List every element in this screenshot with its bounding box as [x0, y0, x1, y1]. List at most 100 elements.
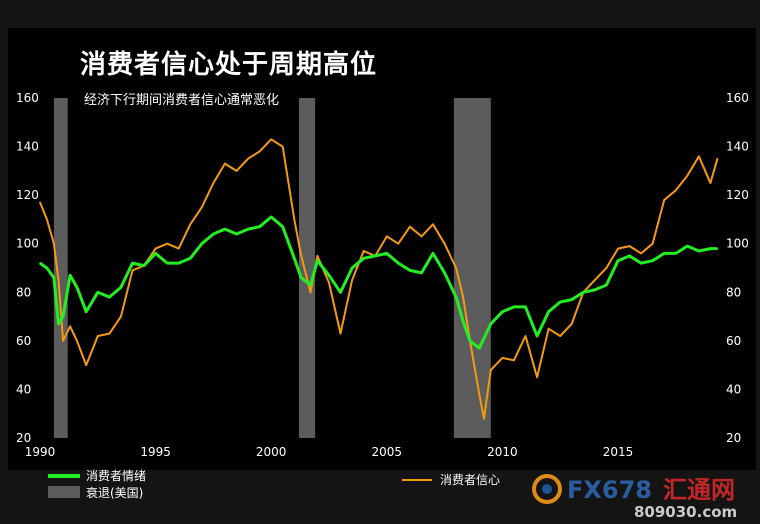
plot-background — [8, 28, 756, 470]
confidence-point — [300, 255, 303, 257]
sentiment-point — [478, 347, 481, 349]
sentiment-point — [177, 262, 180, 264]
confidence-point — [351, 279, 353, 281]
confidence-point — [85, 364, 87, 366]
sentiment-point — [455, 296, 457, 298]
sentiment-point — [640, 262, 642, 264]
fx678-logo-icon — [532, 474, 562, 504]
sentiment-point — [513, 306, 515, 308]
chart-subtitle: 经济下行期间消费者信心通常恶化 — [84, 93, 280, 108]
sentiment-point — [293, 257, 296, 260]
confidence-point — [177, 247, 180, 250]
confidence-point — [316, 255, 319, 257]
sentiment-point — [582, 291, 585, 294]
sentiment-point — [420, 272, 423, 274]
sentiment-point — [443, 272, 446, 274]
confidence-point — [309, 291, 312, 294]
sentiment-point — [309, 284, 312, 286]
watermark-site: 809030.com — [634, 503, 737, 521]
confidence-point — [651, 242, 654, 245]
confidence-point — [462, 296, 464, 298]
sentiment-point — [53, 276, 55, 279]
sentiment-point — [628, 255, 631, 257]
sentiment-point — [397, 262, 400, 264]
confidence-point — [524, 335, 527, 337]
sentiment-point — [501, 310, 504, 313]
y-tick-left-20: 20 — [16, 431, 31, 445]
sentiment-point — [108, 296, 111, 298]
confidence-point — [108, 332, 111, 335]
confidence-point — [483, 417, 485, 420]
sentiment-point — [247, 228, 249, 230]
sentiment-point — [547, 310, 550, 313]
confidence-point — [189, 223, 192, 226]
confidence-point — [258, 150, 261, 153]
confidence-point — [420, 235, 423, 238]
confidence-point — [547, 327, 550, 330]
sentiment-point — [270, 216, 273, 218]
confidence-point — [293, 218, 296, 221]
y-tick-left-40: 40 — [16, 382, 31, 396]
sentiment-point — [120, 286, 122, 289]
sentiment-point — [698, 250, 700, 252]
confidence-point — [594, 279, 596, 281]
chart-title: 消费者信心处于周期高位 — [80, 50, 378, 80]
sentiment-point — [97, 291, 99, 294]
confidence-point — [201, 206, 203, 209]
sentiment-point — [716, 247, 719, 250]
sentiment-point — [617, 259, 619, 262]
confidence-point — [328, 281, 330, 284]
sentiment-point — [131, 262, 134, 264]
sentiment-point — [490, 323, 492, 325]
sentiment-point — [374, 255, 377, 257]
confidence-point — [478, 393, 481, 396]
confidence-point — [716, 157, 719, 160]
y-tick-left-160: 160 — [16, 91, 39, 105]
confidence-point — [501, 357, 504, 359]
sentiment-point — [594, 289, 596, 291]
sentiment-point — [432, 252, 434, 255]
confidence-point — [97, 335, 99, 337]
sentiment-point — [85, 310, 87, 313]
legend: 消费者情绪 衰退(美国) 消费者信心 — [48, 469, 500, 500]
sentiment-point — [76, 286, 78, 289]
confidence-point — [397, 242, 400, 245]
legend-sentiment-label: 消费者情绪 — [86, 469, 146, 483]
sentiment-point — [62, 315, 64, 318]
sentiment-point — [686, 245, 689, 247]
sentiment-point — [39, 262, 41, 264]
sentiment-point — [409, 269, 411, 272]
confidence-point — [281, 145, 284, 148]
confidence-point — [455, 267, 457, 269]
sentiment-point — [362, 257, 365, 260]
confidence-point — [570, 323, 573, 325]
confidence-point — [62, 340, 64, 342]
y-tick-left-80: 80 — [16, 285, 31, 299]
recession-band-1 — [53, 98, 68, 438]
sentiment-point — [651, 259, 654, 262]
y-tick-left-60: 60 — [16, 334, 31, 348]
confidence-point — [663, 199, 665, 201]
confidence-point — [154, 247, 157, 250]
watermark-brand-cn: 汇通网 — [663, 476, 735, 504]
x-tick-1990: 1990 — [25, 445, 56, 459]
confidence-point — [120, 315, 122, 318]
y-tick-right-80: 80 — [726, 285, 741, 299]
x-tick-2005: 2005 — [372, 445, 403, 459]
sentiment-point — [258, 225, 261, 228]
sentiment-point — [166, 262, 168, 264]
y-tick-right-120: 120 — [726, 188, 749, 202]
sentiment-point — [212, 233, 215, 235]
sentiment-point — [300, 276, 303, 279]
confidence-point — [53, 242, 55, 245]
confidence-point — [39, 201, 41, 204]
sentiment-point — [469, 340, 471, 342]
sentiment-point — [189, 257, 192, 260]
confidence-point — [675, 189, 677, 192]
confidence-point — [686, 174, 689, 177]
confidence-point — [339, 332, 342, 335]
confidence-point — [443, 242, 446, 245]
legend-recession-label: 衰退(美国) — [86, 485, 143, 500]
